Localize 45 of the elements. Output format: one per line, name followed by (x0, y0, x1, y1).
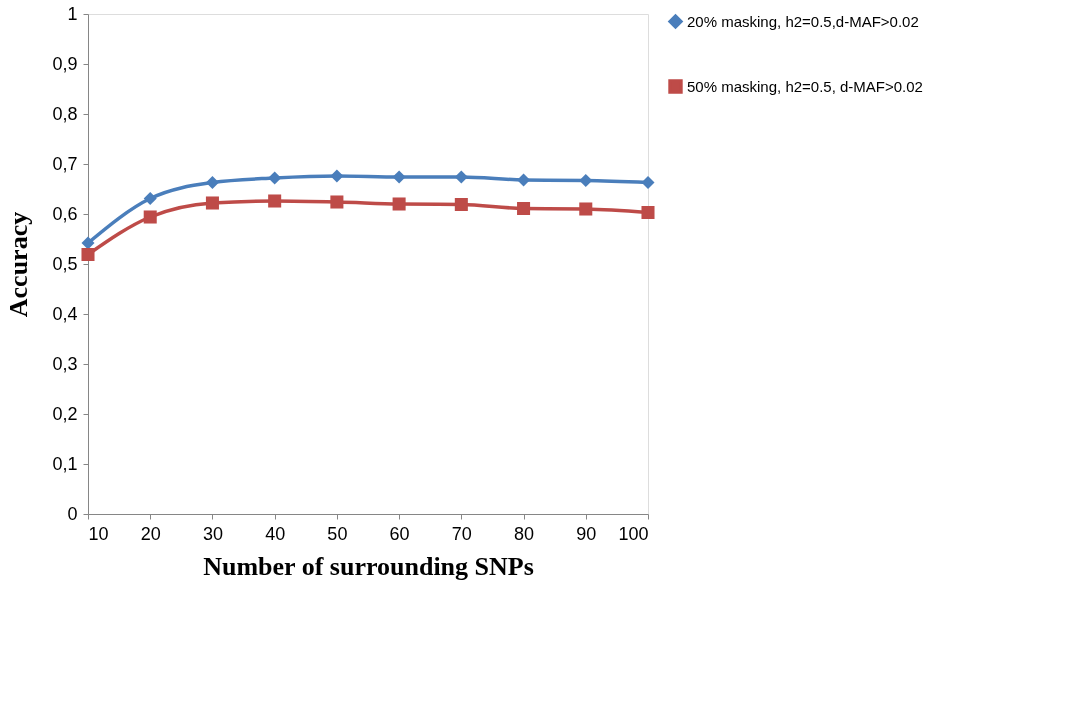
y-tick-label: 0,2 (52, 403, 78, 424)
x-tick-label: 100 (618, 523, 649, 544)
point (81, 236, 95, 250)
point (392, 197, 406, 211)
point (454, 197, 468, 212)
y-tick-label: 0,9 (52, 53, 78, 74)
point (517, 201, 531, 216)
y-tick-label: 0,4 (52, 303, 78, 324)
y-tick-label: 0 (67, 503, 78, 524)
point (268, 194, 282, 208)
point (205, 196, 219, 210)
point (330, 195, 344, 209)
y-axis-title: Accuracy (4, 211, 34, 318)
x-tick-label: 40 (265, 523, 286, 544)
y-tick-label: 1 (67, 3, 78, 24)
point (579, 202, 593, 216)
x-tick-label: 60 (389, 523, 410, 544)
y-tick-label: 0,1 (52, 453, 78, 474)
x-axis-title: Number of surrounding SNPs (203, 551, 534, 581)
x-tick-label: 70 (451, 523, 472, 544)
point (143, 191, 157, 206)
y-tick-label: 0,6 (52, 203, 78, 224)
legend-label: 20% masking, h2=0.5,d-MAF>0.02 (687, 12, 919, 30)
x-tick-label: 80 (514, 523, 535, 544)
point (641, 175, 655, 190)
point (392, 170, 406, 184)
point (81, 247, 95, 262)
point (517, 173, 531, 187)
y-tick-label: 0,5 (52, 253, 78, 274)
x-tick-label: 30 (202, 523, 223, 544)
x-tick-label: 20 (140, 523, 161, 544)
x-tick-label: 50 (327, 523, 348, 544)
point (268, 171, 282, 185)
point (579, 173, 593, 188)
y-tick-label: 0,8 (52, 103, 78, 124)
point (143, 210, 157, 224)
y-tick-label: 0,3 (52, 353, 78, 374)
y-tick-label: 0,7 (52, 153, 78, 174)
x-tick-label: 90 (576, 523, 597, 544)
point (641, 205, 655, 220)
legend-label: 50% masking, h2=0.5, d-MAF>0.02 (687, 77, 923, 95)
point (454, 170, 468, 184)
point (205, 175, 219, 190)
x-tick-label: 10 (88, 523, 109, 544)
point (330, 169, 344, 183)
